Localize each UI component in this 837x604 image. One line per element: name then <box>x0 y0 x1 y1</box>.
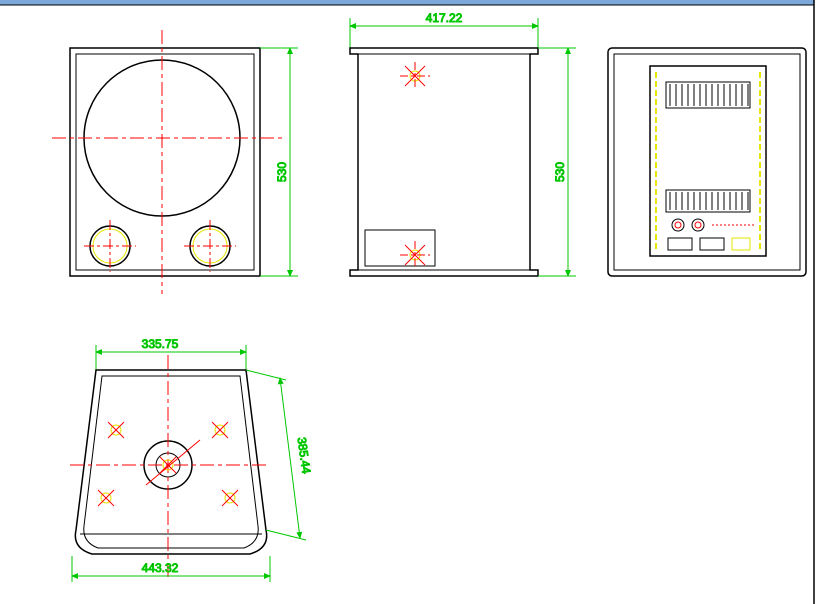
threaded-insert-bottom <box>400 241 430 269</box>
port-right <box>184 220 236 272</box>
mount-hole <box>98 490 114 506</box>
mount-hole <box>108 422 124 438</box>
dim-height-mid: 530 <box>538 48 576 276</box>
mount-hole <box>222 490 238 506</box>
dim-bottom-top-w: 335.75 <box>96 337 246 370</box>
back-view <box>608 48 806 276</box>
port-left <box>84 220 136 272</box>
dim-top-width: 417.22 <box>350 11 538 48</box>
mount-hole <box>212 422 228 438</box>
threaded-insert-top <box>400 62 430 90</box>
window-titlebar <box>0 0 814 5</box>
dim-label: 417.22 <box>426 11 463 25</box>
heatsink-top <box>666 82 750 108</box>
heatsink-bottom <box>666 190 750 212</box>
dim-bottom-bot-w: 443.32 <box>72 556 270 582</box>
dim-label: 530 <box>275 162 289 182</box>
front-view <box>52 30 282 294</box>
top-view: 335.75 <box>70 337 313 582</box>
dim-label: 385.44 <box>294 436 313 475</box>
side-view: 417.22 <box>350 11 538 276</box>
dim-label: 530 <box>553 162 567 182</box>
dim-label: 335.75 <box>142 337 179 351</box>
dim-height-left: 530 <box>260 48 298 276</box>
dim-label: 443.32 <box>142 561 179 575</box>
drawing-canvas: 530 417.22 <box>0 0 837 604</box>
